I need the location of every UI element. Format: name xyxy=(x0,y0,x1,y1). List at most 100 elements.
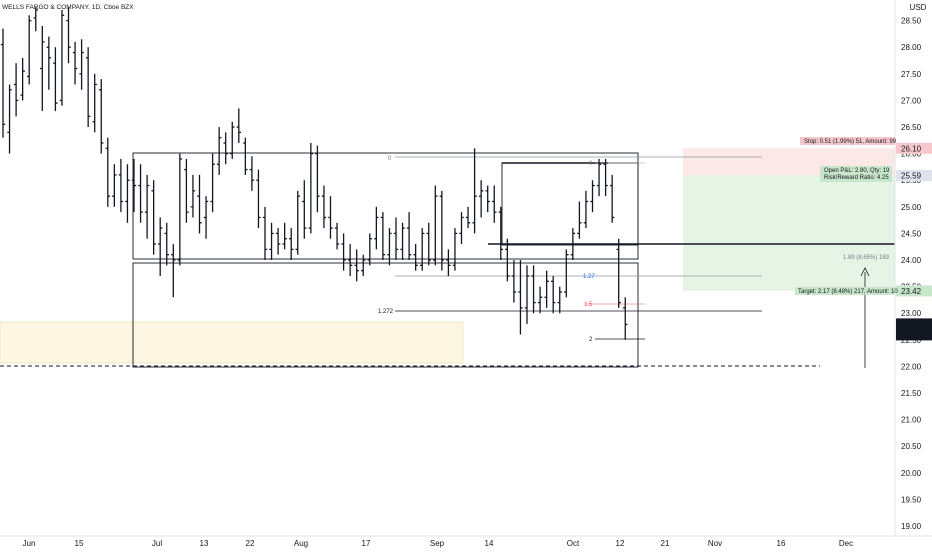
ohlc-bar xyxy=(544,270,549,308)
stop-label-text: Stop: 0.51 (1.99%) 51, Amount: 99 xyxy=(804,139,897,145)
ohlc-bar xyxy=(603,158,608,197)
ohlc-bar xyxy=(236,108,241,143)
ohlc-bar xyxy=(524,265,530,324)
target-price-tag: 23.42 xyxy=(896,285,932,297)
ohlc-bar xyxy=(85,47,91,128)
ohlc-bar xyxy=(230,121,235,159)
price-tick-label: 21.50 xyxy=(901,389,922,398)
ohlc-bar xyxy=(262,206,268,261)
ohlc-bar xyxy=(341,233,346,271)
ohlc-bar xyxy=(158,217,163,276)
chart-title: WELLS FARGO & COMPANY, 1D, Cboe BZX xyxy=(2,4,134,11)
ohlc-bar xyxy=(354,249,359,282)
ohlc-bar xyxy=(275,228,281,255)
ohlc-bar xyxy=(387,228,392,266)
time-tick-label: 14 xyxy=(485,539,494,548)
time-tick-label: 12 xyxy=(616,539,625,548)
ohlc-bar xyxy=(374,206,379,250)
ohlc-bar xyxy=(393,217,399,261)
time-tick-label: Nov xyxy=(708,539,722,548)
time-tick-label: 17 xyxy=(362,539,371,548)
ohlc-bar xyxy=(295,190,300,255)
time-tick-label: Jun xyxy=(23,539,36,548)
entry-price-tag-bg xyxy=(896,169,932,181)
price-tick-label: 25.00 xyxy=(901,203,922,212)
fib-label-0: 0 xyxy=(388,156,392,162)
ohlc-bar xyxy=(452,228,458,271)
time-tick-label: 21 xyxy=(661,539,670,548)
ohlc-bar xyxy=(216,127,222,175)
last-price-text: 22.79 xyxy=(901,320,922,329)
ohlc-bar xyxy=(557,286,562,314)
last-price-bg xyxy=(896,318,932,341)
ohlc-bar xyxy=(308,142,314,234)
ohlc-bar xyxy=(243,137,248,175)
ohlc-bar xyxy=(92,73,97,133)
ohlc-bar xyxy=(439,190,445,271)
ohlc-bar xyxy=(492,185,497,223)
ohlc-bar xyxy=(459,212,464,245)
risk-reward-text: Risk/Reward Ratio: 4.25 xyxy=(824,175,889,181)
ohlc-bar xyxy=(472,148,477,234)
ohlc-bar xyxy=(249,156,255,191)
highlight-zone xyxy=(0,321,464,364)
ohlc-bar xyxy=(564,249,569,298)
range-box-lower xyxy=(132,262,639,368)
stop-price-tag-bg xyxy=(896,142,932,154)
ohlc-bar xyxy=(347,244,353,276)
ohlc-bar xyxy=(518,260,523,335)
projection-arrow-head xyxy=(860,267,870,277)
ohlc-bar xyxy=(138,164,143,223)
target-price-tag-text: 23.42 xyxy=(901,287,922,296)
ohlc-bar xyxy=(328,196,333,239)
ohlc-bar xyxy=(511,260,517,303)
ohlc-bar xyxy=(282,222,287,250)
ohlc-bar xyxy=(406,212,412,261)
ohlc-bar xyxy=(269,222,274,261)
ohlc-bar xyxy=(210,153,215,213)
ohlc-bar xyxy=(13,63,19,117)
ohlc-bar xyxy=(465,206,471,229)
ohlc-bar xyxy=(433,185,438,266)
ohlc-bar xyxy=(315,145,320,213)
target-price-tag-bg xyxy=(896,285,932,297)
ohlc-bar xyxy=(590,180,595,213)
ohlc-bar xyxy=(105,137,110,207)
time-tick-label: 22 xyxy=(246,539,255,548)
ohlc-bar xyxy=(537,286,543,314)
ohlc-bar xyxy=(609,174,615,223)
fib-label-2: 2 xyxy=(589,337,593,343)
price-tick-label: 23.00 xyxy=(901,309,922,318)
ohlc-bar xyxy=(33,7,38,32)
stop-label: Stop: 0.51 (1.99%) 51, Amount: 99 xyxy=(800,137,897,145)
ohlc-bar xyxy=(334,222,340,250)
ohlc-bar xyxy=(66,7,71,64)
ohlc-bar xyxy=(0,28,6,138)
overlay-layer: WELLS FARGO & COMPANY, 1D, Cboe BZX Stop… xyxy=(2,4,898,295)
target-label-bg xyxy=(795,287,895,295)
price-tick-label: 19.00 xyxy=(901,522,922,531)
ohlc-bar xyxy=(184,158,189,223)
ohlc-bar xyxy=(59,9,65,106)
time-tick-label: 13 xyxy=(200,539,209,548)
price-tick-label: 21.00 xyxy=(901,416,922,425)
ohlc-bar xyxy=(616,238,621,308)
fib-label-0b: 0 xyxy=(589,161,593,167)
ohlc-bar xyxy=(361,254,366,276)
open-pl-text: Open P&L: 2.80, Qty: 19 xyxy=(824,168,890,174)
time-tick-label: Oct xyxy=(567,539,580,548)
ohlc-bar xyxy=(144,174,150,239)
ohlc-bar xyxy=(46,36,52,90)
entry-price-tag: 25.59 xyxy=(896,169,932,181)
ohlc-bar xyxy=(478,180,484,218)
ohlc-bar xyxy=(367,233,372,266)
time-tick-label: 15 xyxy=(75,539,84,548)
target-zone xyxy=(683,175,895,291)
pl-label-bg xyxy=(820,166,892,182)
fib-label-127: 1.27 xyxy=(583,274,595,280)
price-tick-label: 26.50 xyxy=(901,123,922,132)
price-tick-label: 24.50 xyxy=(901,229,922,238)
